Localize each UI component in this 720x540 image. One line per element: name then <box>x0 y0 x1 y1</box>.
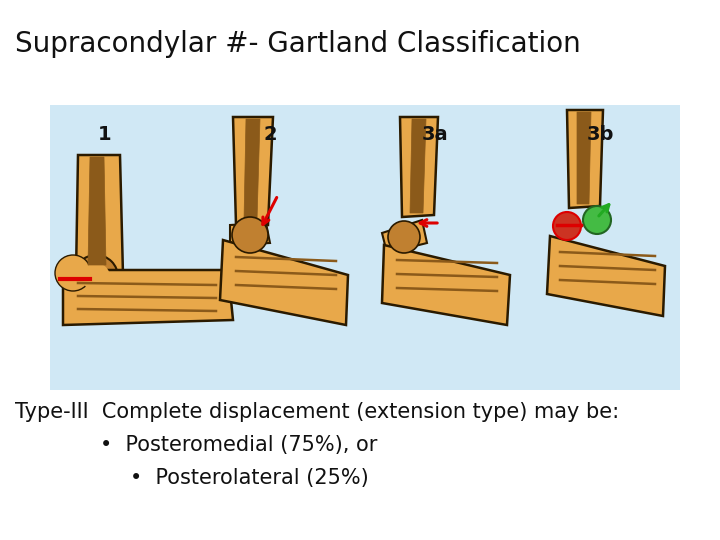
Polygon shape <box>382 220 427 253</box>
Polygon shape <box>244 119 260 220</box>
Polygon shape <box>63 270 233 325</box>
Polygon shape <box>88 157 106 265</box>
Text: •  Posterolateral (25%): • Posterolateral (25%) <box>130 468 369 488</box>
Text: 3a: 3a <box>422 125 449 144</box>
Circle shape <box>55 255 91 291</box>
Polygon shape <box>577 112 591 204</box>
Polygon shape <box>547 236 665 316</box>
Text: Supracondylar #- Gartland Classification: Supracondylar #- Gartland Classification <box>15 30 581 58</box>
Circle shape <box>232 217 268 253</box>
Polygon shape <box>567 110 603 208</box>
Polygon shape <box>76 155 123 275</box>
Polygon shape <box>220 240 348 325</box>
Text: 3b: 3b <box>586 125 613 144</box>
Bar <box>50 105 680 390</box>
Polygon shape <box>382 245 510 325</box>
Circle shape <box>74 255 118 299</box>
Polygon shape <box>410 119 426 213</box>
Text: 1: 1 <box>98 125 112 144</box>
Text: •  Posteromedial (75%), or: • Posteromedial (75%), or <box>100 435 377 455</box>
Polygon shape <box>230 223 270 245</box>
Text: Type-III  Complete displacement (extension type) may be:: Type-III Complete displacement (extensio… <box>15 402 619 422</box>
Polygon shape <box>233 117 273 225</box>
Polygon shape <box>400 117 438 217</box>
Circle shape <box>553 212 581 240</box>
Circle shape <box>583 206 611 234</box>
Circle shape <box>82 263 110 291</box>
Text: 2: 2 <box>264 125 276 144</box>
Circle shape <box>388 221 420 253</box>
